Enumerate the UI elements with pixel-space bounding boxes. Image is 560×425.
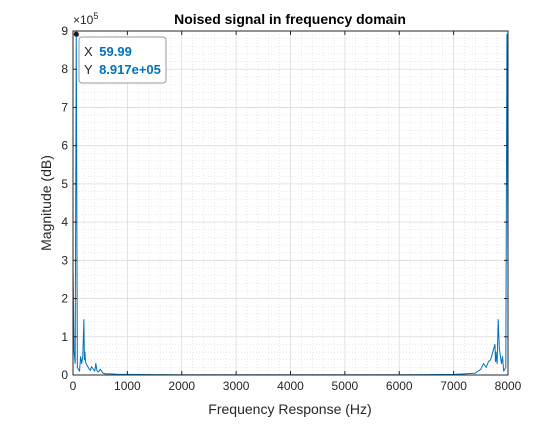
chart-title: Noised signal in frequency domain (174, 11, 406, 27)
x-tick-label: 5000 (332, 379, 359, 393)
datatip-x-row: X 59.99 (84, 44, 132, 59)
x-tick-label: 8000 (495, 379, 522, 393)
series-line (72, 33, 509, 376)
y-tick-label: 4 (61, 215, 68, 229)
datatip-x-value: 59.99 (99, 44, 132, 59)
x-tick-label: 3000 (223, 379, 250, 393)
datatip-marker[interactable] (73, 31, 79, 37)
datatip-y-row: Y 8.917e+05 (84, 62, 161, 77)
y-axis-label: Magnitude (dB) (38, 155, 54, 251)
y-tick-label: 1 (61, 330, 68, 344)
y-tick-label: 3 (61, 253, 68, 267)
y-tick-label: 2 (61, 292, 68, 306)
y-exponent-power: 5 (93, 11, 98, 21)
minor-grid (73, 31, 508, 375)
datatip-box[interactable] (78, 36, 167, 84)
y-tick-label: 7 (61, 100, 68, 114)
y-exponent-multiplier: ×105 (73, 11, 98, 27)
y-tick-label: 5 (61, 177, 68, 191)
x-axis-label: Frequency Response (Hz) (208, 401, 371, 417)
x-axis: 0 1000 2000 3000 4000 5000 6000 7000 8000 (70, 31, 522, 393)
x-tick-label: 1000 (114, 379, 141, 393)
y-exponent-base: ×10 (73, 13, 94, 27)
x-tick-label: 2000 (168, 379, 195, 393)
datatip-y-label: Y (84, 62, 93, 77)
y-tick-label: 6 (61, 139, 68, 153)
y-axis: 0 1 2 3 4 5 6 7 8 9 (61, 24, 508, 382)
x-tick-label: 7000 (440, 379, 467, 393)
y-tick-label: 8 (61, 62, 68, 76)
y-tick-label: 9 (61, 24, 68, 38)
datatip-y-value: 8.917e+05 (99, 62, 161, 77)
datatip-x-label: X (84, 44, 93, 59)
y-tick-label: 0 (61, 368, 68, 382)
x-tick-label: 0 (70, 379, 77, 393)
datatip[interactable]: X 59.99 Y 8.917e+05 (73, 31, 167, 84)
x-tick-label: 6000 (386, 379, 413, 393)
plot-line-group (72, 33, 509, 376)
x-tick-label: 4000 (277, 379, 304, 393)
